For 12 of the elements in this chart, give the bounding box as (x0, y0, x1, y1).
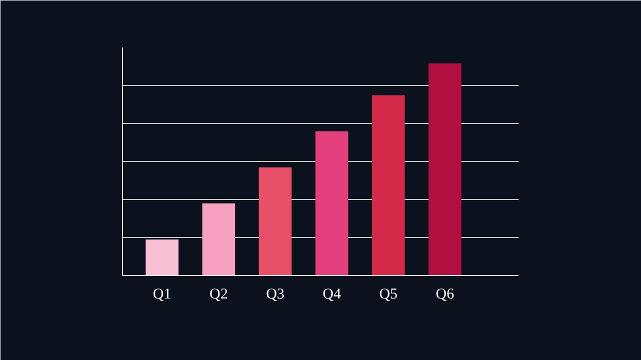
x-tick-label: Q3 (266, 286, 284, 302)
bar (146, 239, 179, 276)
x-tick-label: Q5 (379, 286, 398, 302)
bar (315, 131, 348, 276)
bar (428, 63, 462, 276)
x-tick-label: Q4 (322, 286, 342, 302)
x-tick-label: Q1 (152, 286, 172, 302)
x-tick-label: Q2 (210, 286, 228, 302)
bar (258, 167, 292, 276)
x-tick-label: Q6 (436, 286, 455, 302)
bar (202, 203, 236, 276)
bar (372, 95, 405, 276)
